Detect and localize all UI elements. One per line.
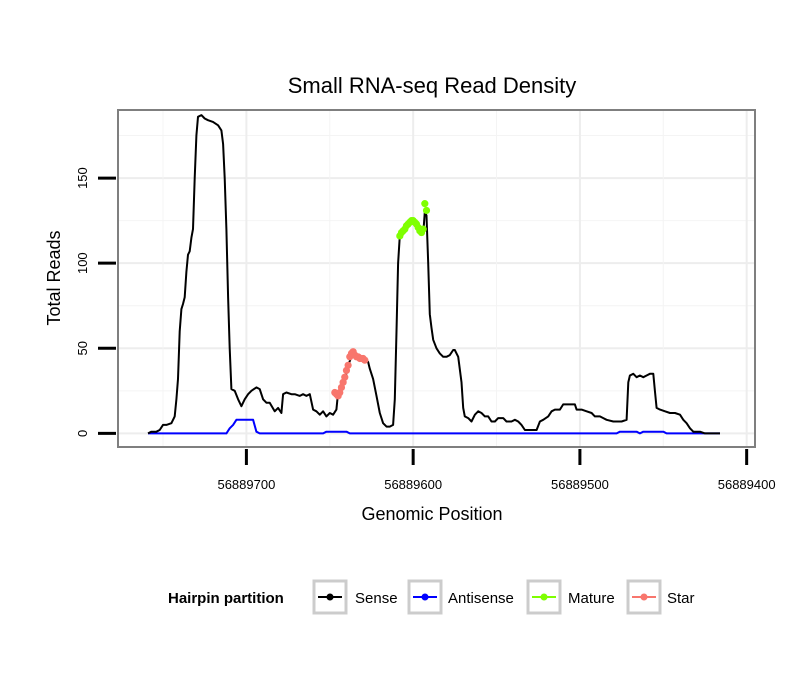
legend-item-sense: Sense [312, 579, 398, 615]
mature-points [396, 200, 431, 240]
mature-point [419, 225, 427, 233]
y-tick-label: 150 [75, 167, 90, 189]
x-tick-label: 56889500 [551, 477, 609, 492]
legend-key-point [421, 593, 429, 601]
legend-label-antisense: Antisense [448, 590, 514, 607]
legend-item-antisense: Antisense [407, 579, 514, 615]
legend: Hairpin partition Sense Antisense Mature St… [168, 579, 695, 615]
legend-title: Hairpin partition [168, 590, 284, 607]
y-tick-label: 0 [75, 430, 90, 437]
legend-key-point [326, 593, 334, 601]
legend-key-point [640, 593, 648, 601]
legend-label-sense: Sense [355, 590, 398, 607]
star-points [331, 348, 369, 400]
plot-panel [117, 109, 756, 448]
y-axis: 0 50 100 150 [75, 167, 116, 437]
legend-key-point [540, 593, 548, 601]
antisense-line [148, 418, 720, 435]
x-axis-title: Genomic Position [361, 504, 502, 524]
mature-point [422, 206, 431, 215]
x-tick-label: 56889400 [718, 477, 776, 492]
x-axis: 56889700 56889600 56889500 56889400 [217, 449, 776, 492]
star-point [344, 361, 352, 369]
mature-point [421, 200, 429, 208]
legend-label-star: Star [667, 590, 695, 607]
legend-item-star: Star [626, 579, 695, 615]
legend-label-mature: Mature [568, 590, 615, 607]
chart-title: Small RNA-seq Read Density [288, 73, 577, 98]
legend-item-mature: Mature [526, 579, 615, 615]
y-axis-title: Total Reads [44, 230, 64, 325]
star-point [361, 356, 369, 364]
x-tick-label: 56889600 [384, 477, 442, 492]
y-tick-label: 100 [75, 252, 90, 274]
series-layer [147, 114, 720, 435]
y-tick-label: 50 [75, 341, 90, 355]
star-point [341, 373, 349, 381]
x-tick-label: 56889700 [217, 477, 275, 492]
